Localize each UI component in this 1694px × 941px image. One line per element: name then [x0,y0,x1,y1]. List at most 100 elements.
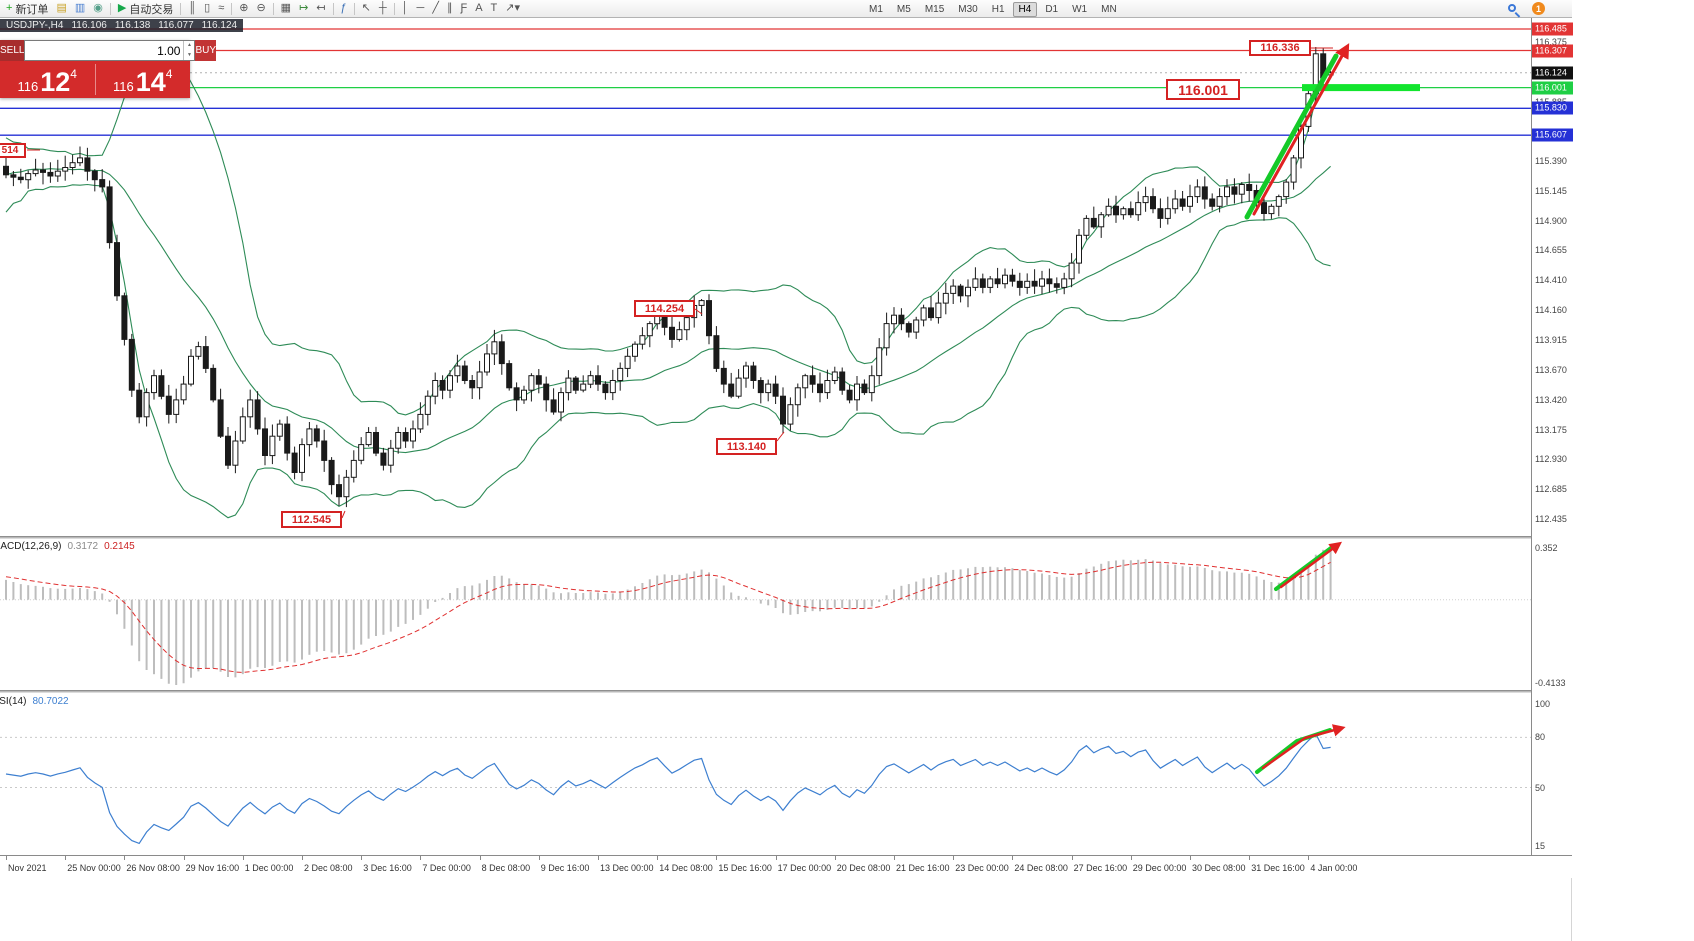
volume-decrease-button[interactable]: ▼ [186,51,192,58]
time-tick [894,856,895,860]
time-label: 26 Nov 08:00 [126,863,180,873]
toolbar-separator [353,2,355,15]
ask-fraction: 4 [165,67,173,81]
bid-ask-row: 116 12 4 116 14 4 [0,61,190,98]
zoom-in-icon: ⊕ [239,2,249,14]
text-button[interactable]: A [472,1,485,16]
time-tick [183,856,185,860]
channel-button[interactable]: ∥ [444,1,456,16]
trendline-button[interactable]: ╱ [429,1,442,16]
time-tick [361,856,363,860]
time-label: 7 Dec 00:00 [422,863,471,873]
timeframe-button-m30[interactable]: M30 [958,3,978,15]
tile-windows-button[interactable]: ▦ [278,1,294,16]
macd-label: MACD(12,26,9) 0.3172 0.2145 [0,541,135,552]
ask-price-button[interactable]: 116 14 4 [96,61,191,98]
notifications-badge[interactable]: 1 [1532,2,1545,15]
timeframe-button-d1[interactable]: D1 [1045,3,1059,15]
price-tick: 113.915 [1535,334,1567,345]
timeframe-button-m1[interactable]: M1 [869,3,883,15]
time-tick [1249,856,1251,860]
shapes-button[interactable]: ↗▾ [502,1,523,16]
time-label: 29 Nov 16:00 [185,863,240,873]
time-label: 31 Dec 16:00 [1251,863,1305,873]
bar-chart-icon: ║ [188,2,197,14]
chart-shift-button[interactable]: ↤ [313,1,328,16]
indicators-button[interactable]: ƒ [338,1,350,16]
price-level-box: 116.485 [1532,22,1573,36]
timeframe-button-h1[interactable]: H1 [991,3,1005,15]
timeframe-button-h4[interactable]: H4 [1012,1,1038,17]
autotrading-button[interactable]: ▶ 自动交易 [115,1,176,16]
bar-chart-button[interactable]: ║ [185,1,199,16]
rsi-axis-tick: 100 [1535,699,1551,709]
sell-button[interactable]: SELL [0,40,25,61]
symbol-ohlc-bar: USDJPY-,H4 116.106 116.138 116.077 116.1… [0,19,244,32]
crosshair-button[interactable]: ┼ [376,1,390,16]
time-tick [657,856,659,860]
line-chart-button[interactable]: ≈ [215,1,227,16]
timeframe-button-mn[interactable]: MN [1101,3,1117,15]
ask-pips: 14 [135,67,166,97]
price-axis[interactable]: 116.375 115.885 115.390 115.145 114.900 114.6… [1531,18,1573,878]
time-tick [716,856,718,860]
pane-separator-macd[interactable] [0,536,1572,539]
candlestick-button[interactable]: ▯ [201,1,213,16]
price-level-box: 115.830 [1532,101,1573,115]
new-order-button[interactable]: + 新订单 [3,1,51,16]
price-level-box: 116.307 [1532,44,1573,58]
time-tick [1071,856,1073,860]
toolbar-separator [272,2,274,15]
price-annotation-label: 114.254 [634,300,695,317]
zoom-out-button[interactable]: ⊖ [253,1,268,16]
indicators-icon: ƒ [340,2,347,14]
volume-increase-button[interactable]: ▲ [186,42,192,49]
tile-windows-icon: ▦ [280,2,292,14]
price-level-box: 116.001 [1532,81,1573,95]
time-tick [598,856,599,860]
buy-button[interactable]: BUY [195,40,217,61]
pane-separator-rsi[interactable] [0,690,1572,693]
macd-name: MACD(12,26,9) [0,541,62,552]
time-label: 30 Dec 08:00 [1192,863,1246,873]
price-tick: 116.375 [1535,37,1567,48]
chart-canvas[interactable] [0,0,1572,941]
market-watch-button[interactable]: ▥ [72,1,88,16]
cursor-button[interactable]: ↖ [359,1,374,16]
timeframe-button-m15[interactable]: M15 [924,3,945,15]
cursor-icon: ↖ [361,2,371,14]
fibonacci-button[interactable]: Ƒ [457,1,470,16]
price-annotation-label: 113.140 [716,438,777,455]
time-tick [124,856,126,860]
ohlc-low: 116.077 [158,20,194,31]
timeframe-button-m5[interactable]: M5 [896,3,911,15]
vertical-line-button[interactable]: │ [399,1,412,16]
toolbar-separator [180,2,182,15]
auto-scroll-button[interactable]: ↦ [296,1,311,16]
bid-price-button[interactable]: 116 12 4 [0,61,95,98]
crosshair-icon: ┼ [378,2,387,14]
time-label: 25 Nov 00:00 [67,863,121,873]
time-label: 8 Dec 08:00 [481,863,531,873]
price-level-box: 115.607 [1532,128,1573,142]
search-button[interactable] [1506,1,1522,17]
time-axis[interactable]: Nov 2021 25 Nov 00:00 26 Nov 08:00 29 Nov 1… [0,855,1572,878]
horizontal-line-button[interactable]: ─ [414,1,428,16]
time-tick [1308,856,1310,860]
time-label: 2 Dec 08:00 [304,863,353,873]
autotrading-icon: ▶ [117,2,127,14]
label-button[interactable]: T [488,1,501,16]
time-tick [1012,856,1014,860]
time-tick [420,856,422,860]
zoom-in-button[interactable]: ⊕ [236,1,251,16]
symbol-label: USDJPY-,H4 [6,20,64,31]
volume-input[interactable] [25,41,184,60]
history-center-button[interactable]: ▤ [53,1,69,16]
timeframe-button-w1[interactable]: W1 [1072,3,1088,15]
chart-shift-icon: ↤ [316,2,326,14]
text-icon: A [475,2,483,14]
alerts-button[interactable]: ◉ [90,1,106,16]
time-label: 17 Dec 00:00 [777,863,832,873]
price-tick: 114.900 [1535,215,1567,226]
line-chart-icon: ≈ [218,2,225,14]
